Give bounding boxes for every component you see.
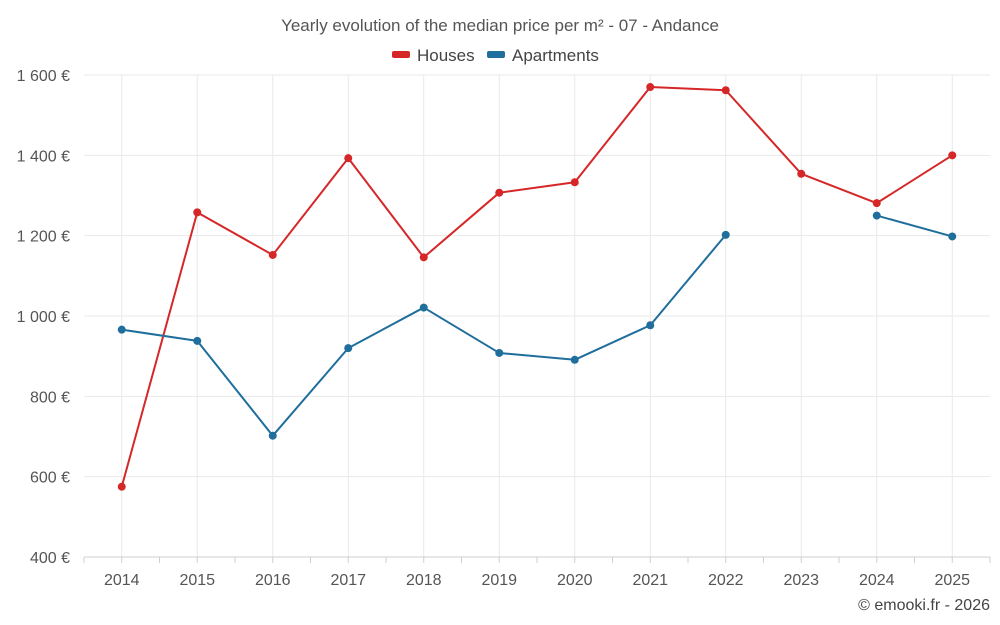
- legend-item-houses[interactable]: Houses: [392, 46, 475, 65]
- x-tick-label: 2021: [632, 572, 668, 589]
- data-point-houses[interactable]: [419, 253, 428, 262]
- data-point-apartments[interactable]: [646, 321, 655, 330]
- y-tick-label: 400 €: [30, 550, 70, 567]
- tick-labels: 400 € 600 € 800 € 1 000 € 1 200 € 1 400 € 1 60…: [17, 68, 971, 589]
- data-point-apartments[interactable]: [193, 336, 202, 345]
- y-tick-label: 1 200 €: [17, 229, 70, 246]
- x-tick-label: 2023: [783, 572, 819, 589]
- series-line-apartments: [876, 214, 953, 238]
- data-point-houses[interactable]: [117, 482, 126, 491]
- y-tick-label: 1 400 €: [17, 148, 70, 165]
- axes: [83, 556, 991, 563]
- chart-title: Yearly evolution of the median price per…: [281, 16, 719, 35]
- data-point-apartments[interactable]: [495, 348, 504, 357]
- data-point-apartments[interactable]: [872, 211, 881, 220]
- data-point-houses[interactable]: [344, 154, 353, 163]
- data-point-apartments[interactable]: [117, 325, 126, 334]
- data-point-houses[interactable]: [646, 83, 655, 92]
- x-tick-label: 2018: [406, 572, 442, 589]
- y-tick-label: 800 €: [30, 389, 70, 406]
- data-point-houses[interactable]: [872, 199, 881, 208]
- data-point-apartments[interactable]: [948, 232, 957, 241]
- x-tick-label: 2024: [859, 572, 895, 589]
- data-point-houses[interactable]: [797, 169, 806, 178]
- legend-swatch-houses: [392, 51, 410, 58]
- data-point-apartments[interactable]: [344, 344, 353, 353]
- x-tick-label: 2017: [330, 572, 366, 589]
- legend-swatch-apartments: [487, 51, 505, 58]
- x-tick-label: 2016: [255, 572, 291, 589]
- grid: [84, 74, 990, 557]
- x-tick-label: 2022: [708, 572, 744, 589]
- legend-label-apartments: Apartments: [512, 46, 599, 65]
- x-tick-label: 2019: [481, 572, 517, 589]
- series-line-houses: [120, 86, 953, 487]
- credit-text[interactable]: © emooki.fr - 2026: [858, 597, 990, 614]
- data-point-houses[interactable]: [948, 151, 957, 160]
- data-point-houses[interactable]: [570, 178, 579, 187]
- y-tick-label: 600 €: [30, 470, 70, 487]
- data-point-apartments[interactable]: [419, 303, 428, 312]
- x-tick-label: 2014: [104, 572, 140, 589]
- data-point-houses[interactable]: [268, 250, 277, 259]
- data-point-apartments[interactable]: [721, 230, 730, 239]
- legend-item-apartments[interactable]: Apartments: [487, 46, 599, 65]
- y-tick-label: 1 000 €: [17, 309, 70, 326]
- y-tick-label: 1 600 €: [17, 68, 70, 85]
- x-tick-label: 2015: [179, 572, 215, 589]
- x-tick-label: 2025: [934, 572, 970, 589]
- series: [117, 83, 957, 491]
- x-tick-label: 2020: [557, 572, 593, 589]
- data-point-houses[interactable]: [721, 86, 730, 95]
- data-point-apartments[interactable]: [570, 355, 579, 364]
- data-point-houses[interactable]: [193, 208, 202, 217]
- data-point-apartments[interactable]: [268, 431, 277, 440]
- legend-label-houses: Houses: [417, 46, 475, 65]
- data-point-houses[interactable]: [495, 188, 504, 197]
- legend: Houses Apartments: [392, 46, 599, 65]
